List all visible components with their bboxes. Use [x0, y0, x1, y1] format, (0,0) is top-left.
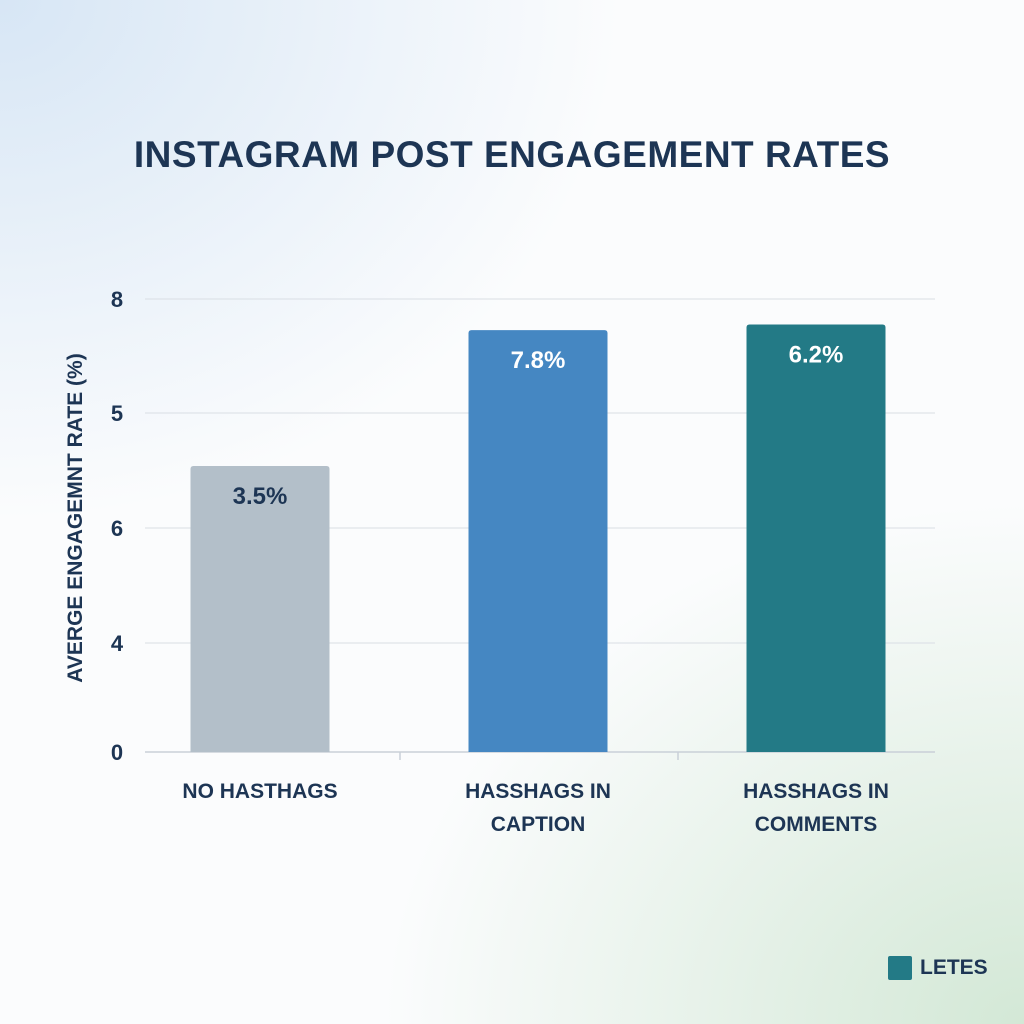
x-category-label: COMMENTS [755, 813, 878, 836]
bar [190, 466, 330, 752]
x-category-label: HASSHAGS IN [465, 780, 611, 803]
bar [468, 330, 608, 752]
legend-swatch [888, 956, 912, 980]
y-tick-label: 6 [111, 516, 123, 541]
legend: LETES [888, 956, 988, 980]
y-tick-label: 4 [111, 631, 124, 656]
bar-value-label: 3.5% [233, 483, 288, 510]
x-category-label: NO HASTHAGS [182, 780, 337, 803]
x-category-label: HASSHAGS IN [743, 780, 889, 803]
x-category-label: CAPTION [491, 813, 586, 836]
chart-title: INSTAGRAM POST ENGAGEMENT RATES [133, 134, 891, 175]
y-tick-label: 8 [111, 287, 123, 312]
y-tick-label: 5 [111, 401, 123, 426]
bar-value-label: 7.8% [511, 347, 566, 374]
y-tick-label: 0 [111, 740, 123, 765]
bar [746, 324, 886, 752]
legend-label: LETES [920, 956, 988, 979]
bar-value-label: 6.2% [789, 341, 844, 368]
